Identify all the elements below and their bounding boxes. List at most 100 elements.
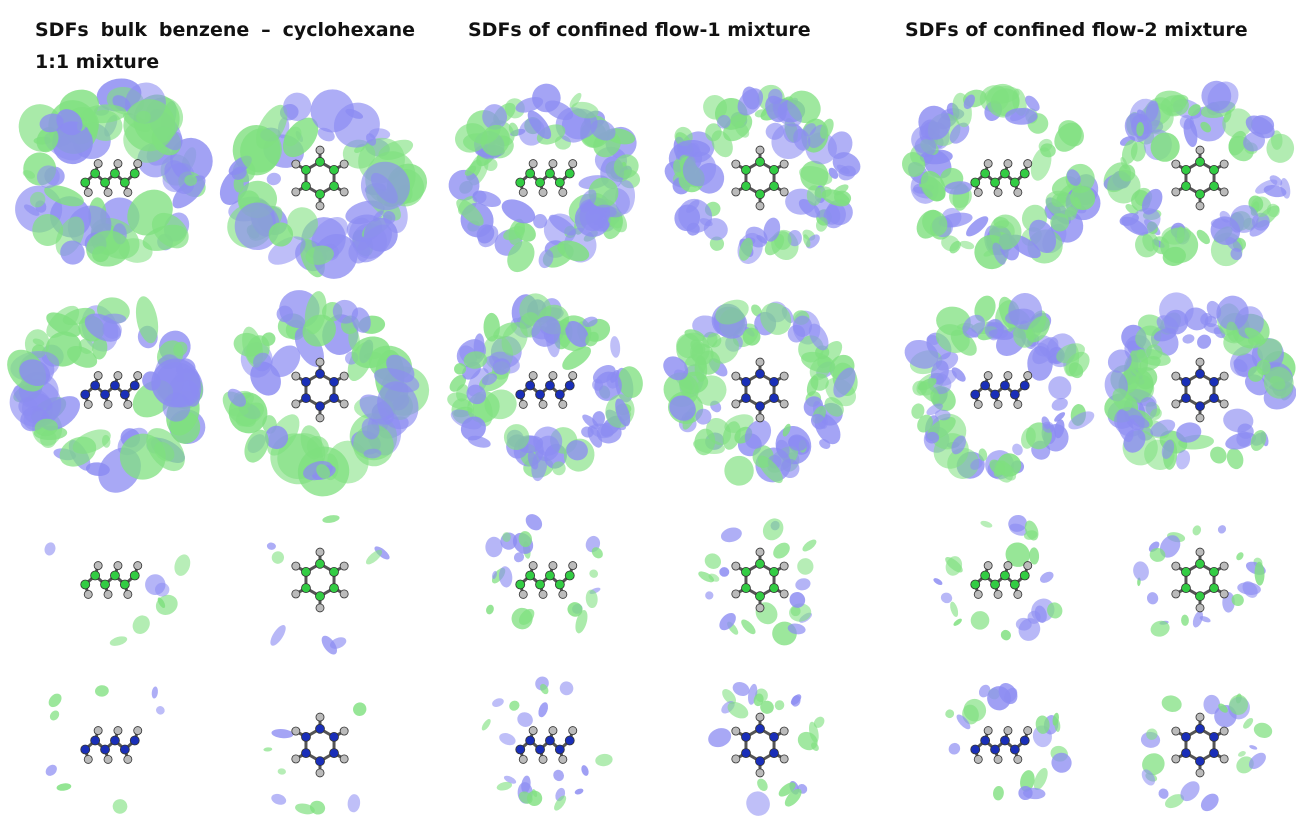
sdf-blob (365, 549, 383, 565)
sdf-blob (78, 338, 94, 354)
sdf-blob (472, 190, 501, 207)
hydrogen-atom (113, 726, 123, 736)
sdf-blob (270, 345, 301, 378)
carbon-atom (1181, 748, 1191, 758)
hydrogen-atom (1195, 413, 1205, 423)
carbon-atom (564, 570, 575, 581)
hydrogen-atom (755, 145, 765, 155)
hydrogen-atom (983, 561, 993, 571)
carbon-atom (329, 748, 339, 758)
carbon-atom (990, 579, 1000, 590)
sdf-blob (463, 351, 488, 369)
hydrogen-atom (538, 187, 548, 197)
carbon-atom (769, 393, 779, 404)
sdf-blob (1188, 104, 1201, 117)
hydrogen-atom (548, 371, 558, 381)
sdf-blob (742, 327, 761, 346)
hydrogen-atom (538, 754, 548, 764)
sdf-blob (1154, 90, 1187, 113)
sdf-blob (1040, 571, 1054, 583)
sdf-blob (1230, 204, 1259, 233)
carbon-atom (100, 177, 110, 188)
carbon-atom (1195, 156, 1205, 167)
sdf-blob (1176, 422, 1202, 443)
hydrogen-atom (1195, 201, 1205, 211)
hydrogen-atom (993, 754, 1003, 764)
sdf-blob (962, 314, 986, 338)
carbon-atom (970, 389, 981, 400)
panel (447, 83, 861, 816)
carbon-atom (755, 558, 765, 569)
sdf-blob (810, 413, 827, 430)
sdf-blob (1206, 300, 1222, 319)
sdf-cell (663, 299, 858, 486)
carbon-atom (80, 579, 91, 590)
sdf-blob (283, 92, 312, 121)
hydrogen-atom (315, 768, 325, 778)
sdf-cell (15, 78, 213, 267)
carbon-atom (554, 579, 565, 590)
sdf-blob (1179, 115, 1194, 130)
sdf-blob (1033, 767, 1048, 791)
sdf-blob (744, 419, 772, 449)
hydrogen-atom (548, 159, 558, 169)
sdf-blob (1018, 785, 1033, 801)
sdf-blob (271, 551, 285, 564)
sdf-blob (363, 217, 398, 252)
hydrogen-atom (731, 561, 741, 571)
hydrogen-atom (1003, 561, 1013, 571)
sdf-blob (717, 115, 731, 129)
sdf-blob (980, 520, 993, 528)
sdf-blob (1150, 132, 1180, 162)
sdf-blob (305, 245, 334, 265)
hydrogen-atom (731, 187, 741, 197)
sdf-blob (809, 355, 832, 381)
sdf-blob (951, 435, 966, 455)
sdf-blob (271, 793, 287, 805)
carbon-atom (90, 570, 101, 581)
sdf-blob (1142, 233, 1155, 252)
sdf-cell (485, 514, 603, 634)
sdf-blob (705, 123, 722, 142)
sdf-blob (1120, 156, 1128, 170)
carbon-atom (329, 732, 339, 742)
sdf-blob (838, 165, 856, 181)
hydrogen-atom (779, 187, 789, 197)
sdf-blob (762, 518, 784, 541)
carbon-atom (129, 380, 140, 391)
carbon-atom (755, 401, 765, 412)
hydrogen-atom (779, 159, 789, 169)
sdf-blob (567, 602, 583, 617)
sdf-blob (591, 547, 603, 559)
carbon-atom (990, 389, 1000, 400)
sdf-blob (760, 302, 792, 335)
hydrogen-atom (1171, 561, 1181, 571)
sdf-blob (1203, 694, 1221, 715)
sdf-blob (268, 222, 294, 247)
sdf-blob (826, 199, 853, 225)
sdf-blob (978, 684, 991, 698)
sdf-blob (174, 368, 196, 383)
sdf-blob (361, 418, 380, 440)
sdf-blob (264, 425, 289, 450)
sdf-cell (266, 515, 390, 655)
carbon-atom (515, 579, 526, 590)
sdf-blob (286, 207, 318, 241)
sdf-blob (1226, 448, 1244, 470)
hydrogen-atom (315, 712, 325, 722)
carbon-atom (1195, 558, 1205, 569)
carbon-atom (100, 744, 110, 755)
sdf-blob (492, 358, 511, 375)
sdf-blob (1074, 197, 1082, 210)
hydrogen-atom (983, 371, 993, 381)
sdf-blob (316, 464, 331, 479)
sdf-blob (566, 440, 588, 461)
sdf-blob (313, 233, 358, 279)
hydrogen-atom (1003, 159, 1013, 169)
carbon-atom (129, 570, 140, 581)
hydrogen-atom (558, 187, 568, 197)
hydrogen-atom (133, 726, 143, 736)
sdf-blob (978, 448, 988, 462)
hydrogen-atom (1219, 371, 1229, 381)
